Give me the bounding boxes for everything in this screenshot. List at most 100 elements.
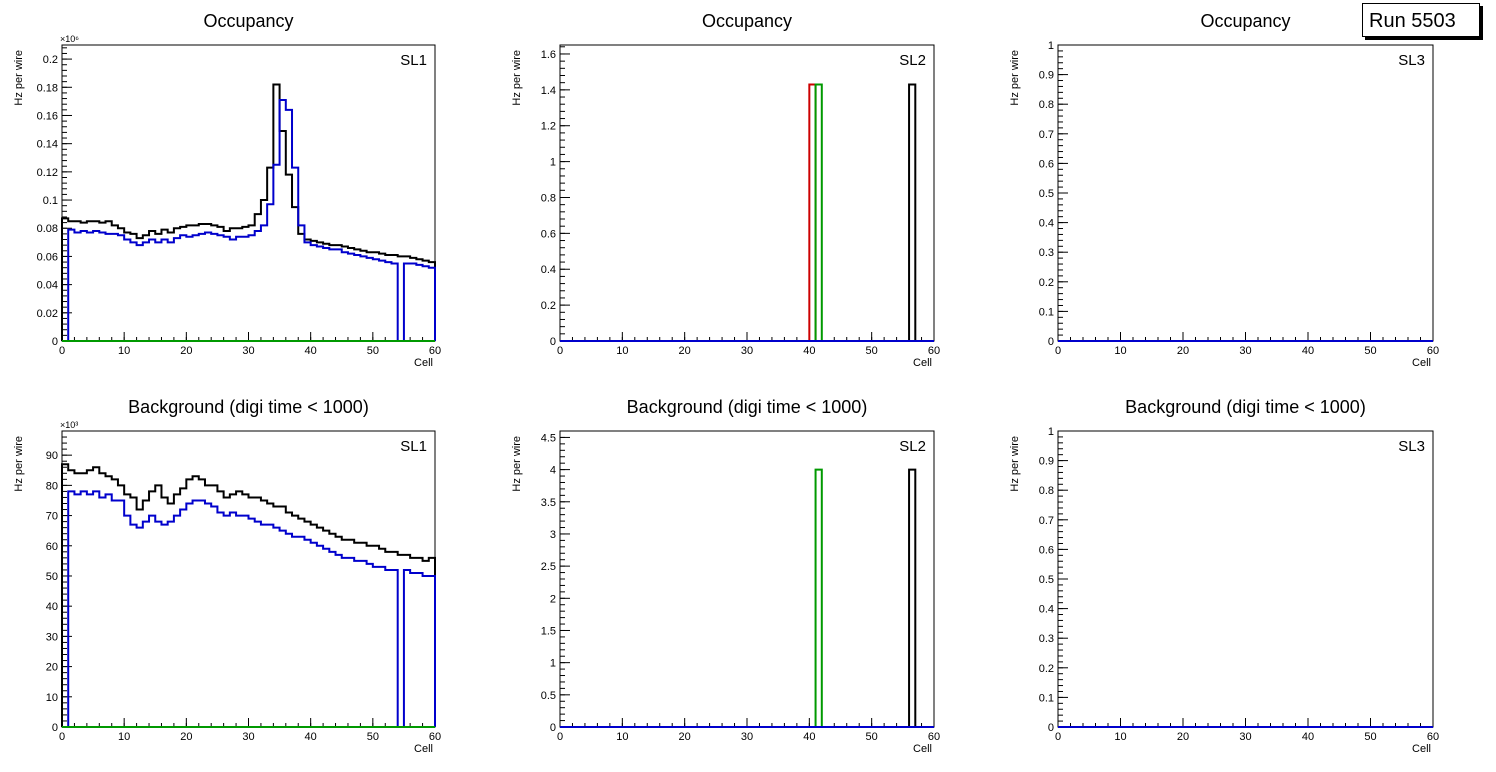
x-tick-label: 50 — [1364, 731, 1376, 743]
x-tick-label: 0 — [557, 345, 563, 357]
y-tick-label: 1 — [550, 157, 556, 169]
y-tick-label: 1.5 — [541, 625, 556, 637]
y-tick-label: 30 — [46, 631, 58, 643]
x-tick-label: 10 — [1114, 731, 1126, 743]
y-tick-label: 50 — [46, 571, 58, 583]
x-tick-label: 40 — [305, 345, 317, 357]
panel-4: Background (digi time < 1000) SL1 0 10 20 30 4… — [13, 397, 441, 755]
y-tick-label: 0.1 — [1039, 306, 1054, 318]
x-tick-label: 20 — [1177, 731, 1189, 743]
y-tick-label: 0.8 — [541, 192, 556, 204]
x-tick-label: 10 — [616, 731, 628, 743]
y-axis-label: Hz per wire — [1009, 50, 1021, 106]
y-tick-label: 4.5 — [541, 432, 556, 444]
x-tick-label: 20 — [180, 731, 192, 743]
plot-frame — [1057, 44, 1434, 342]
x-tick-label: 30 — [1239, 731, 1251, 743]
x-tick-label: 60 — [928, 345, 940, 357]
y-multiplier: ×10³ — [60, 420, 78, 430]
y-tick-label: 0.9 — [1039, 456, 1054, 468]
sl-label: SL2 — [899, 52, 926, 69]
y-tick-label: 0.04 — [37, 280, 58, 292]
panel-title: Occupancy — [203, 11, 293, 31]
y-tick-label: 0.8 — [1039, 485, 1054, 497]
x-tick-label: 50 — [866, 731, 878, 743]
y-tick-label: 0.5 — [541, 690, 556, 702]
x-tick-label: 60 — [1427, 345, 1439, 357]
y-axis-label: Hz per wire — [511, 436, 523, 492]
sl-label: SL3 — [1398, 438, 1425, 455]
x-tick-label: 30 — [741, 345, 753, 357]
sl-label: SL1 — [400, 52, 427, 69]
y-tick-label: 1.2 — [541, 121, 556, 133]
y-axis-label: Hz per wire — [1009, 436, 1021, 492]
y-tick-label: 0.2 — [1039, 277, 1054, 289]
x-tick-label: 30 — [242, 731, 254, 743]
series-blue — [62, 98, 436, 342]
y-tick-label: 60 — [46, 541, 58, 553]
y-tick-label: 0.2 — [43, 54, 58, 66]
y-tick-label: 40 — [46, 601, 58, 613]
y-axis-label: Hz per wire — [13, 50, 25, 106]
x-tick-label: 60 — [1427, 731, 1439, 743]
y-tick-label: 0.3 — [1039, 247, 1054, 259]
bar-green-cell-41 — [814, 468, 823, 727]
y-tick-label: 0.1 — [1039, 692, 1054, 704]
x-tick-label: 10 — [118, 345, 130, 357]
y-tick-label: 70 — [46, 511, 58, 523]
panel-title: Background (digi time < 1000) — [627, 397, 868, 417]
x-tick-label: 0 — [1055, 345, 1061, 357]
y-tick-label: 1 — [1048, 40, 1054, 52]
y-tick-label: 0.4 — [1039, 218, 1054, 230]
x-tick-label: 40 — [305, 731, 317, 743]
x-tick-label: 20 — [679, 731, 691, 743]
y-multiplier: ×10⁶ — [60, 34, 79, 44]
y-tick-label: 1 — [550, 658, 556, 670]
y-tick-label: 0 — [550, 722, 556, 734]
bar-green-cell-41 — [814, 83, 823, 341]
y-tick-label: 1.4 — [541, 85, 556, 97]
y-tick-label: 0.6 — [541, 228, 556, 240]
x-tick-label: 60 — [429, 731, 441, 743]
y-tick-label: 0.4 — [541, 264, 556, 276]
series-black — [61, 463, 436, 727]
x-tick-label: 0 — [59, 731, 65, 743]
bar-black-cell-56 — [908, 83, 917, 341]
y-tick-label: 0.5 — [1039, 574, 1054, 586]
x-tick-label: 20 — [679, 345, 691, 357]
y-tick-label: 0.9 — [1039, 70, 1054, 82]
y-tick-label: 2 — [550, 593, 556, 605]
x-tick-label: 10 — [616, 345, 628, 357]
y-tick-label: 90 — [46, 450, 58, 462]
plot-frame — [1057, 430, 1434, 728]
y-tick-label: 0.02 — [37, 308, 58, 320]
x-tick-label: 0 — [59, 345, 65, 357]
series-black — [61, 83, 436, 341]
series-blue — [62, 490, 436, 728]
y-tick-label: 80 — [46, 480, 58, 492]
y-tick-label: 0 — [550, 336, 556, 348]
y-tick-label: 0.16 — [37, 110, 58, 122]
x-tick-label: 40 — [803, 345, 815, 357]
y-tick-label: 0.6 — [1039, 544, 1054, 556]
panel-title: Background (digi time < 1000) — [1125, 397, 1366, 417]
x-tick-label: 20 — [1177, 345, 1189, 357]
y-tick-label: 3 — [550, 529, 556, 541]
y-tick-label: 0.3 — [1039, 633, 1054, 645]
plot-frame — [61, 430, 436, 728]
panel-1: Occupancy SL1 0 0.02 0.04 0.06 0.08 0.1 0.12 0.14… — [13, 11, 441, 369]
x-tick-label: 60 — [429, 345, 441, 357]
y-tick-label: 0.06 — [37, 251, 58, 263]
y-tick-label: 1.6 — [541, 49, 556, 61]
y-tick-label: 0.2 — [541, 300, 556, 312]
y-tick-label: 0.5 — [1039, 188, 1054, 200]
x-tick-label: 10 — [118, 731, 130, 743]
x-tick-label: 40 — [1302, 345, 1314, 357]
x-tick-label: 40 — [803, 731, 815, 743]
y-axis-label: Hz per wire — [511, 50, 523, 106]
y-tick-label: 3.5 — [541, 497, 556, 509]
panel-title: Occupancy — [1200, 11, 1290, 31]
y-tick-label: 0.7 — [1039, 129, 1054, 141]
panel-title: Background (digi time < 1000) — [128, 397, 369, 417]
